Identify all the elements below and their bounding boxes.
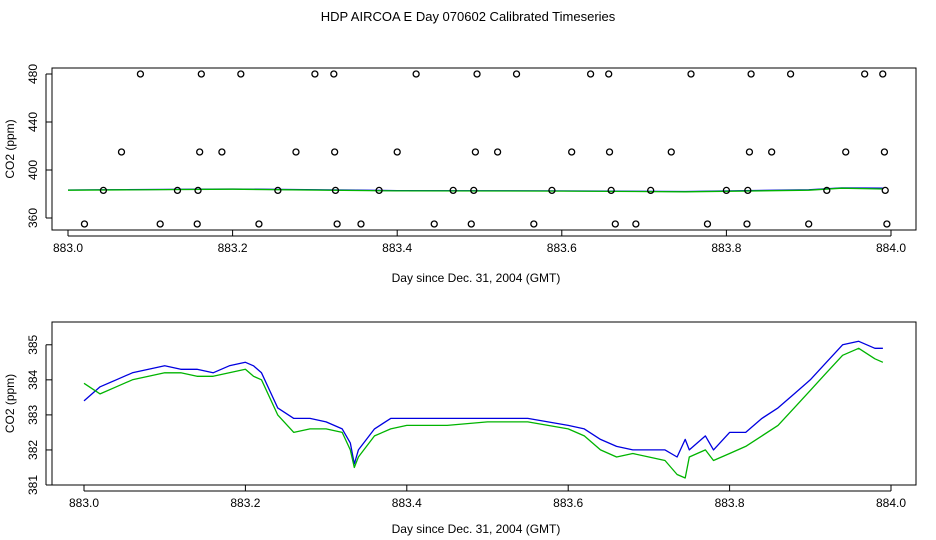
data-point xyxy=(493,148,502,156)
data-point xyxy=(331,148,339,156)
y-tick-label: 382 xyxy=(26,440,40,460)
data-point xyxy=(375,186,383,195)
data-point xyxy=(647,186,655,195)
data-point xyxy=(605,70,613,78)
data-point xyxy=(357,220,365,228)
data-point xyxy=(330,70,338,78)
data-point xyxy=(879,70,887,78)
chart-panel-top: 883.0 883.2 883.4 883.6 883.8 884.0 360 400 440 4… xyxy=(3,64,917,285)
data-point xyxy=(605,148,614,156)
data-point xyxy=(687,70,695,78)
y-tick-label: 384 xyxy=(26,370,40,390)
page-title: HDP AIRCOA E Day 070602 Calibrated Times… xyxy=(320,9,616,24)
x-tick-label: 884.0 xyxy=(876,241,906,255)
x-tick-label: 884.0 xyxy=(876,496,906,510)
x-tick-label: 883.2 xyxy=(230,496,260,510)
plot-frame xyxy=(51,321,917,486)
data-point xyxy=(471,148,480,156)
data-point xyxy=(430,220,438,228)
data-point xyxy=(333,220,341,228)
data-point xyxy=(586,70,595,78)
y-axis-label: CO2 (ppm) xyxy=(3,374,17,433)
data-point xyxy=(393,148,401,156)
y-tick-label: 385 xyxy=(26,334,40,354)
data-point xyxy=(722,186,731,195)
data-point xyxy=(667,148,675,156)
data-point xyxy=(632,220,640,228)
data-point xyxy=(194,186,202,195)
data-point xyxy=(467,220,475,228)
data-point xyxy=(473,70,481,78)
series-line xyxy=(83,347,884,479)
data-point xyxy=(274,186,282,195)
data-point xyxy=(412,70,420,78)
y-tick-label: 400 xyxy=(26,160,40,180)
data-point xyxy=(196,148,204,156)
data-point xyxy=(786,70,795,78)
data-point xyxy=(747,70,755,78)
data-point xyxy=(331,186,340,195)
data-point xyxy=(744,186,752,195)
x-axis-label: Day since Dec. 31, 2004 (GMT) xyxy=(392,522,561,536)
data-point xyxy=(292,148,300,156)
data-point xyxy=(568,148,576,156)
y-axis-label: CO2 (ppm) xyxy=(3,119,17,178)
data-point xyxy=(611,220,619,228)
data-point xyxy=(745,148,754,156)
data-point xyxy=(512,70,521,78)
data-point xyxy=(99,186,108,195)
data-point xyxy=(548,186,556,195)
x-tick-label: 883.6 xyxy=(547,241,577,255)
y-tick-label: 360 xyxy=(26,208,40,228)
data-point xyxy=(311,70,319,78)
data-point xyxy=(173,186,182,195)
y-tick-label: 383 xyxy=(26,405,40,425)
x-tick-label: 883.8 xyxy=(711,241,741,255)
data-point xyxy=(470,186,478,195)
x-tick-label: 883.6 xyxy=(553,496,583,510)
data-point xyxy=(255,220,263,228)
data-point xyxy=(861,70,869,78)
plot-frame xyxy=(51,67,917,231)
x-tick-label: 883.2 xyxy=(218,241,248,255)
data-point xyxy=(703,220,712,228)
x-tick-label: 883.4 xyxy=(382,241,412,255)
x-tick-label: 883.0 xyxy=(69,496,99,510)
data-point xyxy=(237,70,245,78)
data-point xyxy=(842,148,850,156)
chart-panel-bottom: 883.0 883.2 883.4 883.6 883.8 884.0 381 382 383 3… xyxy=(3,321,917,536)
data-point xyxy=(136,70,145,78)
y-tick-label: 480 xyxy=(26,64,40,84)
x-tick-label: 883.8 xyxy=(715,496,745,510)
data-point xyxy=(880,148,889,156)
data-point xyxy=(197,70,205,78)
series-line xyxy=(67,187,883,193)
data-point xyxy=(80,220,89,228)
y-tick-label: 381 xyxy=(26,475,40,495)
data-point xyxy=(607,186,615,195)
y-tick-label: 440 xyxy=(26,112,40,132)
series-line xyxy=(83,340,883,465)
x-tick-label: 883.0 xyxy=(53,241,83,255)
data-point xyxy=(156,220,164,228)
data-point xyxy=(193,220,201,228)
data-point xyxy=(881,186,889,195)
x-tick-label: 883.4 xyxy=(392,496,422,510)
data-point xyxy=(883,220,891,228)
data-point xyxy=(768,148,776,156)
data-point xyxy=(449,186,457,195)
data-point xyxy=(823,186,831,195)
data-point xyxy=(743,220,751,228)
data-point xyxy=(117,148,126,156)
data-point xyxy=(530,220,538,228)
x-axis-label: Day since Dec. 31, 2004 (GMT) xyxy=(392,271,561,285)
data-point xyxy=(805,220,813,228)
data-point xyxy=(218,148,226,156)
